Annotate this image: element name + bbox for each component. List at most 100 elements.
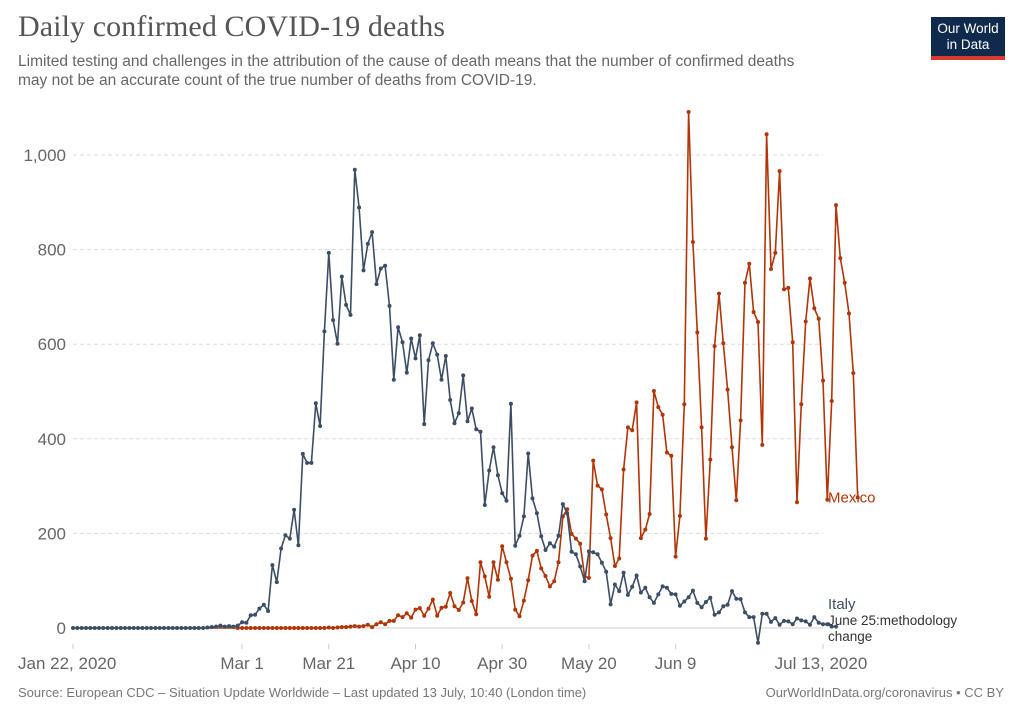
data-point[interactable]	[318, 626, 323, 630]
data-point[interactable]	[478, 560, 483, 565]
data-point[interactable]	[162, 626, 166, 630]
data-point[interactable]	[378, 620, 383, 625]
data-point[interactable]	[838, 256, 843, 261]
data-point[interactable]	[829, 399, 834, 403]
data-point[interactable]	[582, 579, 587, 584]
data-point[interactable]	[578, 564, 583, 569]
data-point[interactable]	[452, 604, 457, 609]
data-point[interactable]	[703, 600, 708, 604]
data-point[interactable]	[825, 622, 830, 627]
data-point[interactable]	[257, 626, 262, 630]
data-point[interactable]	[773, 616, 778, 621]
data-point[interactable]	[717, 610, 721, 615]
data-point[interactable]	[474, 612, 479, 617]
data-point[interactable]	[283, 533, 288, 538]
data-point[interactable]	[118, 626, 123, 630]
data-point[interactable]	[634, 400, 639, 405]
data-point[interactable]	[513, 543, 518, 548]
data-point[interactable]	[699, 605, 704, 610]
data-point[interactable]	[625, 592, 630, 597]
data-point[interactable]	[712, 344, 717, 349]
data-point[interactable]	[235, 623, 240, 628]
data-point[interactable]	[400, 340, 405, 345]
data-point[interactable]	[821, 378, 825, 383]
data-point[interactable]	[686, 595, 691, 600]
data-point[interactable]	[344, 625, 349, 630]
data-point[interactable]	[738, 597, 743, 602]
data-point[interactable]	[695, 330, 700, 335]
data-point[interactable]	[283, 626, 288, 630]
data-point[interactable]	[595, 552, 600, 557]
data-point[interactable]	[422, 613, 427, 618]
data-point[interactable]	[461, 600, 466, 605]
data-point[interactable]	[786, 619, 791, 624]
data-point[interactable]	[686, 110, 691, 114]
data-point[interactable]	[630, 428, 635, 433]
data-point[interactable]	[426, 358, 431, 363]
data-point[interactable]	[357, 624, 362, 629]
data-point[interactable]	[201, 626, 206, 630]
data-point[interactable]	[500, 544, 505, 549]
data-point[interactable]	[851, 371, 856, 376]
data-point[interactable]	[643, 585, 648, 590]
data-point[interactable]	[812, 615, 817, 620]
data-point[interactable]	[521, 514, 526, 519]
data-point[interactable]	[586, 575, 591, 580]
data-point[interactable]	[834, 203, 838, 208]
data-point[interactable]	[292, 507, 297, 512]
data-point[interactable]	[248, 613, 253, 618]
data-point[interactable]	[144, 626, 149, 630]
data-point[interactable]	[309, 626, 314, 630]
data-point[interactable]	[322, 626, 327, 630]
data-point[interactable]	[461, 373, 466, 378]
data-point[interactable]	[569, 549, 574, 554]
data-point[interactable]	[469, 406, 474, 411]
data-point[interactable]	[751, 615, 756, 620]
data-point[interactable]	[196, 626, 201, 630]
data-point[interactable]	[543, 548, 548, 552]
data-point[interactable]	[599, 487, 604, 492]
data-point[interactable]	[638, 536, 643, 541]
data-point[interactable]	[703, 536, 708, 541]
data-point[interactable]	[556, 533, 561, 538]
data-point[interactable]	[599, 560, 604, 565]
data-point[interactable]	[84, 626, 88, 630]
data-point[interactable]	[730, 589, 734, 594]
data-point[interactable]	[344, 302, 349, 307]
data-point[interactable]	[326, 625, 331, 630]
data-point[interactable]	[495, 577, 500, 582]
data-point[interactable]	[690, 588, 695, 593]
data-point[interactable]	[404, 370, 409, 375]
data-point[interactable]	[361, 624, 366, 629]
data-point[interactable]	[257, 606, 262, 611]
data-point[interactable]	[75, 626, 80, 630]
data-point[interactable]	[374, 282, 379, 287]
data-point[interactable]	[647, 512, 652, 516]
data-point[interactable]	[179, 626, 184, 630]
data-point[interactable]	[560, 502, 565, 507]
data-point[interactable]	[808, 622, 812, 627]
data-point[interactable]	[734, 596, 739, 601]
data-point[interactable]	[71, 626, 75, 630]
data-point[interactable]	[331, 626, 336, 630]
data-point[interactable]	[730, 445, 734, 450]
data-point[interactable]	[253, 626, 258, 630]
data-point[interactable]	[825, 497, 830, 502]
data-point[interactable]	[673, 554, 678, 559]
data-point[interactable]	[123, 626, 127, 630]
data-point[interactable]	[413, 356, 418, 361]
data-point[interactable]	[448, 591, 453, 595]
data-point[interactable]	[517, 614, 522, 619]
series-line-mexico[interactable]	[73, 111, 859, 629]
data-point[interactable]	[482, 574, 487, 579]
data-point[interactable]	[110, 626, 114, 630]
data-point[interactable]	[677, 603, 682, 608]
data-point[interactable]	[218, 623, 223, 628]
data-point[interactable]	[621, 467, 626, 472]
data-point[interactable]	[816, 316, 821, 321]
data-point[interactable]	[790, 340, 795, 345]
data-point[interactable]	[456, 608, 461, 612]
data-point[interactable]	[734, 498, 739, 503]
data-point[interactable]	[608, 536, 613, 541]
data-point[interactable]	[92, 626, 97, 630]
